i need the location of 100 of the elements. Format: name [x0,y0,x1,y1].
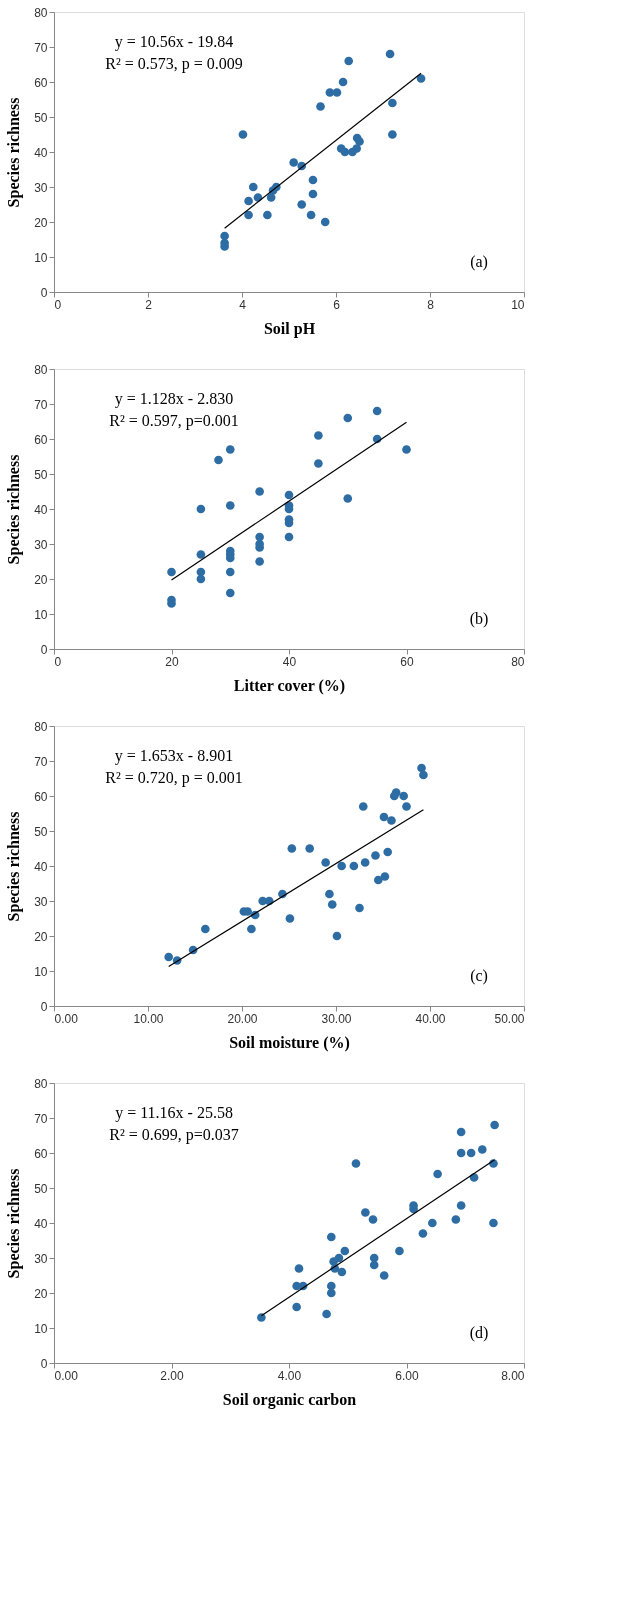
point [220,231,229,241]
x-tick-label: 40.00 [415,1011,446,1026]
annotation: y = 1.128x - 2.830 [114,390,234,408]
y-tick-label: 0 [40,642,48,657]
y-axis-title: Species richness [5,454,24,565]
y-tick-label: 40 [34,502,48,517]
y-tick-label: 40 [34,859,48,874]
annotation: R² = 0.573, p = 0.009 [105,55,243,73]
point [255,557,264,566]
y-tick-label: 10 [34,250,48,265]
y-tick-label: 30 [34,894,48,909]
point [225,501,235,510]
x-tick-label: 10 [511,297,525,312]
annotation: y = 1.653x - 8.901 [114,747,234,765]
point [316,102,325,111]
y-tick-label: 70 [34,40,48,55]
y-tick-label: 60 [34,789,48,804]
point [388,130,397,139]
y-tick-label: 0 [40,1356,48,1371]
x-axis-title: Soil organic carbon [222,1390,357,1409]
annotation: y = 11.16x - 25.58 [115,1104,233,1122]
x-tick-label: 20.00 [227,1011,258,1026]
point [196,550,206,559]
y-tick-label: 50 [34,824,48,839]
point [325,88,335,97]
y-tick-label: 10 [34,964,48,979]
y-tick-label: 40 [34,145,48,160]
point [244,196,253,206]
point [344,56,354,66]
x-tick-label: 0 [54,297,62,312]
y-tick-label: 30 [34,180,48,195]
point [263,210,272,220]
annotation: (c) [470,967,488,985]
point [343,413,353,423]
x-tick-label: 40 [282,654,297,669]
y-tick-label: 70 [34,754,48,769]
x-axis-title: Soil pH [263,319,316,338]
y-tick-label: 20 [34,215,48,230]
annotation: R² = 0.699, p=0.037 [109,1126,239,1144]
x-tick-label: 2 [145,297,153,312]
x-tick-label: 10.00 [133,1011,164,1026]
x-tick-label: 6 [333,297,341,312]
x-tick-label: 0 [54,654,62,669]
y-tick-label: 30 [34,537,48,552]
x-tick-label: 4.00 [277,1368,302,1383]
x-axis-title: Soil moisture (%) [229,1033,350,1052]
y-tick-label: 30 [34,1251,48,1266]
y-tick-label: 20 [34,572,48,587]
point [388,98,397,108]
annotation: y = 10.56x - 19.84 [114,33,234,51]
x-tick-label: 20 [165,654,179,669]
point [214,455,223,465]
x-tick-label: 2.00 [160,1368,184,1383]
y-tick-label: 10 [34,607,48,622]
x-tick-label: 8 [427,297,435,312]
y-tick-label: 0 [40,285,48,300]
annotation: (b) [469,610,489,628]
point [372,406,382,416]
point [332,88,342,97]
point [196,574,206,584]
point [343,494,353,503]
point [314,431,323,440]
point [225,445,235,454]
point [167,567,176,577]
x-tick-label: 0.00 [54,1368,79,1383]
y-tick-label: 20 [34,929,48,944]
annotation: (a) [470,253,488,271]
point [320,217,330,227]
annotation: R² = 0.597, p=0.001 [109,412,239,430]
y-tick-label: 20 [34,1286,48,1301]
point [225,588,235,598]
y-tick-label: 50 [34,1181,48,1196]
x-tick-label: 0.00 [54,1011,79,1026]
y-tick-label: 70 [34,397,48,412]
y-tick-label: 40 [34,1216,48,1231]
point [244,210,253,220]
point [289,158,299,167]
point [314,459,323,468]
y-tick-label: 80 [34,362,48,377]
x-axis-title: Litter cover (%) [233,676,346,695]
x-tick-label: 30.00 [321,1011,352,1026]
y-tick-label: 70 [34,1111,48,1126]
point [255,487,264,496]
y-tick-label: 60 [34,432,48,447]
point [196,504,206,514]
y-tick-label: 80 [34,1076,48,1091]
x-tick-label: 80 [511,654,525,669]
annotation: R² = 0.720, p = 0.001 [105,769,243,787]
y-axis-title: Species richness [5,97,24,208]
y-tick-label: 60 [34,1146,48,1161]
y-tick-label: 50 [34,467,48,482]
y-axis-title: Species richness [5,1168,24,1279]
x-tick-label: 50.00 [494,1011,525,1026]
x-tick-label: 60 [400,654,414,669]
point [416,74,426,83]
y-axis-title: Species richness [5,811,24,922]
point [306,210,316,220]
x-tick-label: 8.00 [501,1368,525,1383]
x-tick-label: 4 [239,297,247,312]
point [402,445,411,454]
